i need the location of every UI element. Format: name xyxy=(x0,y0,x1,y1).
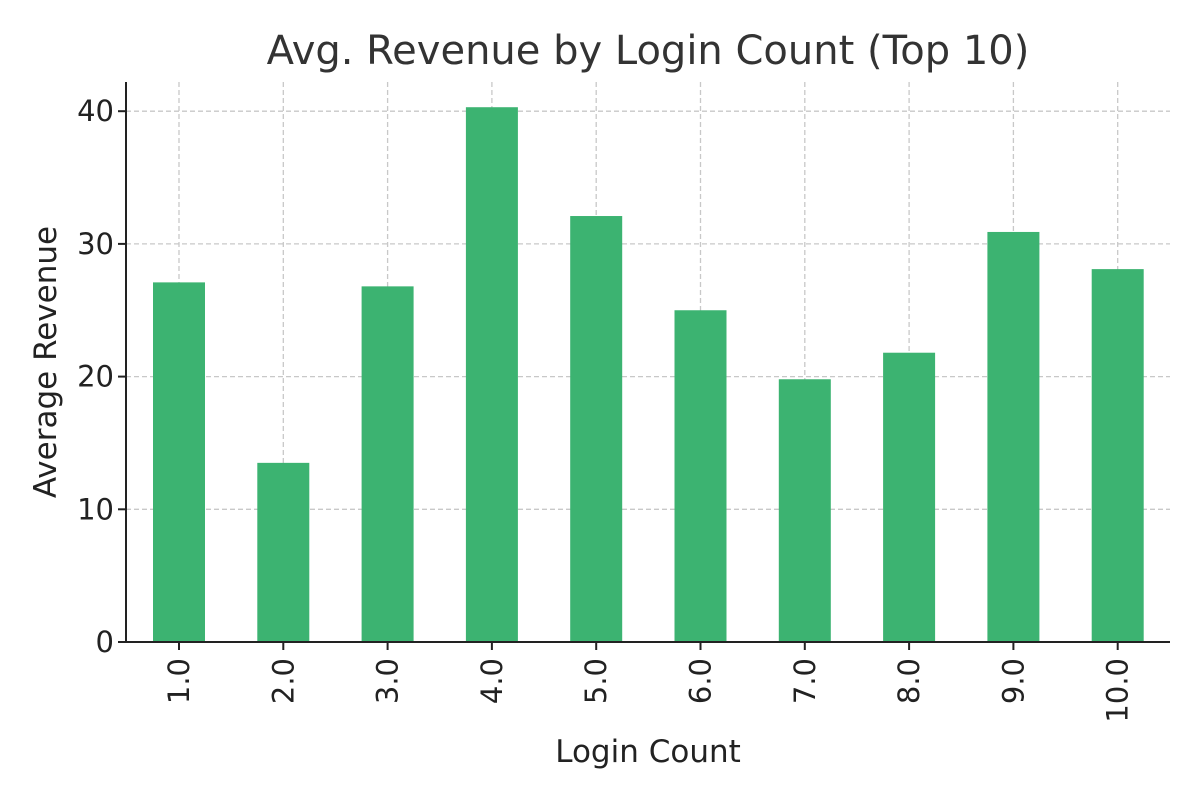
bar-6.0 xyxy=(674,310,727,642)
bar-2.0 xyxy=(257,462,310,642)
x-tick-label: 8.0 xyxy=(892,658,926,704)
axis-layer: 0 10 20 30 40 1.0 2.0 3.0 4.0 5.0 6.0 7.0 8.0 9.0 10.0 xyxy=(77,82,1170,723)
y-tick-label: 40 xyxy=(77,94,114,128)
x-tick-label: 3.0 xyxy=(371,658,405,704)
bar-3.0 xyxy=(361,286,414,642)
x-tick-label: 10.0 xyxy=(1101,658,1135,723)
x-tick-label: 6.0 xyxy=(684,658,718,704)
bar-10.0 xyxy=(1091,269,1144,642)
y-tick-label: 0 xyxy=(96,625,114,659)
bar-layer xyxy=(153,107,1144,643)
bar-4.0 xyxy=(465,107,518,643)
bar-5.0 xyxy=(570,216,623,642)
y-axis-label: Average Revenue xyxy=(28,226,64,498)
x-axis-label: Login Count xyxy=(555,734,741,770)
bar-7.0 xyxy=(778,379,831,642)
bar-8.0 xyxy=(883,352,936,642)
x-tick-label: 1.0 xyxy=(162,658,196,704)
x-tick-label: 5.0 xyxy=(579,658,613,704)
bar-1.0 xyxy=(153,282,205,642)
y-tick-label: 10 xyxy=(77,492,114,526)
y-tick-label: 20 xyxy=(77,360,114,394)
chart-title: Avg. Revenue by Login Count (Top 10) xyxy=(267,28,1030,74)
x-tick-label: 4.0 xyxy=(475,658,509,704)
x-tick-label: 7.0 xyxy=(788,658,822,704)
y-tick-label: 30 xyxy=(77,227,114,261)
bar-9.0 xyxy=(987,231,1040,642)
x-tick-label: 2.0 xyxy=(266,658,300,704)
x-tick-label: 9.0 xyxy=(996,658,1030,704)
